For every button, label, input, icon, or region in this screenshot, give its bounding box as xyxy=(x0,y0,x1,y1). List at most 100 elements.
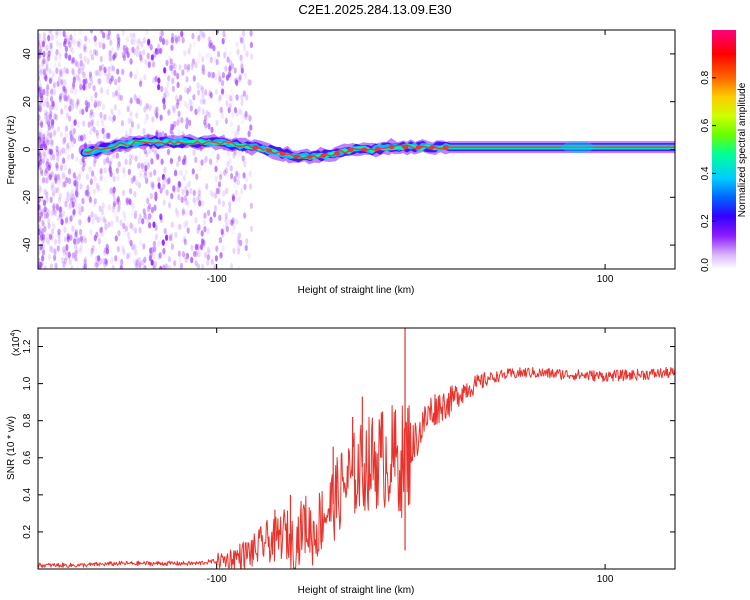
noise-speckle xyxy=(69,215,73,222)
noise-speckle xyxy=(237,76,241,83)
noise-speckle xyxy=(47,253,52,261)
noise-speckle xyxy=(112,203,116,210)
noise-speckle xyxy=(95,261,99,269)
noise-speckle xyxy=(153,50,157,58)
noise-speckle xyxy=(159,114,163,121)
noise-speckle xyxy=(186,102,190,110)
noise-speckle xyxy=(203,219,207,226)
noise-speckle xyxy=(47,30,51,35)
noise-speckle xyxy=(108,114,112,122)
noise-speckle xyxy=(38,69,43,76)
noise-speckle xyxy=(136,39,140,46)
noise-speckle xyxy=(44,144,48,151)
noise-speckle xyxy=(45,66,49,73)
noise-speckle xyxy=(57,61,61,68)
noise-speckle xyxy=(159,187,163,194)
noise-speckle xyxy=(53,113,57,120)
noise-speckle xyxy=(213,205,218,212)
noise-speckle xyxy=(204,89,208,96)
noise-speckle xyxy=(131,153,135,161)
noise-speckle xyxy=(170,243,174,250)
noise-speckle xyxy=(55,145,59,152)
noise-speckle xyxy=(146,162,150,169)
noise-speckle xyxy=(157,83,161,91)
noise-speckle xyxy=(102,257,106,265)
noise-speckle xyxy=(79,183,83,190)
noise-speckle xyxy=(78,209,82,216)
noise-speckle xyxy=(242,46,247,53)
noise-speckle xyxy=(42,57,46,65)
noise-speckle xyxy=(55,67,59,74)
noise-speckle xyxy=(128,100,133,107)
noise-speckle xyxy=(156,48,160,55)
noise-speckle xyxy=(78,86,82,93)
noise-speckle xyxy=(45,64,49,71)
noise-speckle xyxy=(153,246,157,253)
noise-speckle xyxy=(240,60,244,67)
noise-speckle xyxy=(124,225,128,232)
noise-speckle xyxy=(49,263,53,269)
noise-speckle xyxy=(145,150,149,158)
noise-speckle xyxy=(190,256,194,264)
noise-speckle xyxy=(238,149,242,156)
noise-speckle xyxy=(196,57,200,65)
noise-speckle xyxy=(38,132,43,139)
noise-speckle xyxy=(237,196,241,204)
noise-speckle xyxy=(163,227,167,235)
noise-speckle xyxy=(56,155,60,162)
y-tick-label: 40 xyxy=(22,48,33,60)
noise-speckle xyxy=(111,65,116,72)
noise-speckle xyxy=(110,75,114,82)
noise-speckle xyxy=(38,114,41,121)
noise-speckle xyxy=(50,91,54,98)
noise-speckle xyxy=(104,224,108,231)
noise-speckle xyxy=(177,117,181,124)
noise-speckle xyxy=(223,51,227,59)
noise-speckle xyxy=(151,183,155,190)
noise-speckle xyxy=(165,39,169,46)
noise-speckle xyxy=(38,99,42,106)
noise-speckle xyxy=(155,154,159,161)
noise-speckle xyxy=(76,99,80,106)
noise-speckle xyxy=(224,212,228,219)
ridge-peak xyxy=(334,151,341,156)
noise-speckle xyxy=(221,231,225,238)
noise-speckle xyxy=(55,204,60,211)
noise-speckle xyxy=(109,187,113,194)
noise-speckle xyxy=(93,175,97,182)
noise-speckle xyxy=(62,85,66,92)
noise-speckle xyxy=(63,93,67,100)
noise-speckle xyxy=(63,94,67,102)
noise-speckle xyxy=(209,158,213,165)
noise-speckle xyxy=(99,168,103,175)
noise-speckle xyxy=(197,189,201,197)
noise-speckle xyxy=(150,158,154,165)
noise-speckle xyxy=(105,248,110,255)
noise-speckle xyxy=(168,264,172,269)
noise-speckle xyxy=(192,189,196,197)
noise-speckle xyxy=(93,198,97,205)
spectrogram-panel: -100 100 -40 -20 0 20 40 Height of straight l… xyxy=(6,29,676,296)
noise-speckle xyxy=(45,83,50,90)
noise-speckle xyxy=(217,198,221,205)
noise-speckle xyxy=(181,158,186,166)
noise-speckle xyxy=(131,224,135,231)
noise-speckle xyxy=(149,192,153,200)
noise-speckle xyxy=(61,173,65,180)
noise-speckle xyxy=(106,77,110,84)
noise-speckle xyxy=(181,209,186,216)
noise-speckle xyxy=(38,151,42,159)
noise-speckle xyxy=(101,127,105,135)
noise-speckle xyxy=(72,172,76,179)
noise-speckle xyxy=(111,91,116,98)
noise-speckle xyxy=(116,206,120,214)
noise-speckle xyxy=(80,205,84,213)
noise-speckle xyxy=(165,59,169,67)
noise-speckle xyxy=(154,233,158,241)
noise-speckle xyxy=(142,243,146,250)
noise-speckle xyxy=(122,45,126,52)
noise-speckle xyxy=(58,211,63,218)
snr-frame xyxy=(37,327,676,570)
noise-speckle xyxy=(86,37,90,44)
noise-speckle xyxy=(138,227,142,234)
